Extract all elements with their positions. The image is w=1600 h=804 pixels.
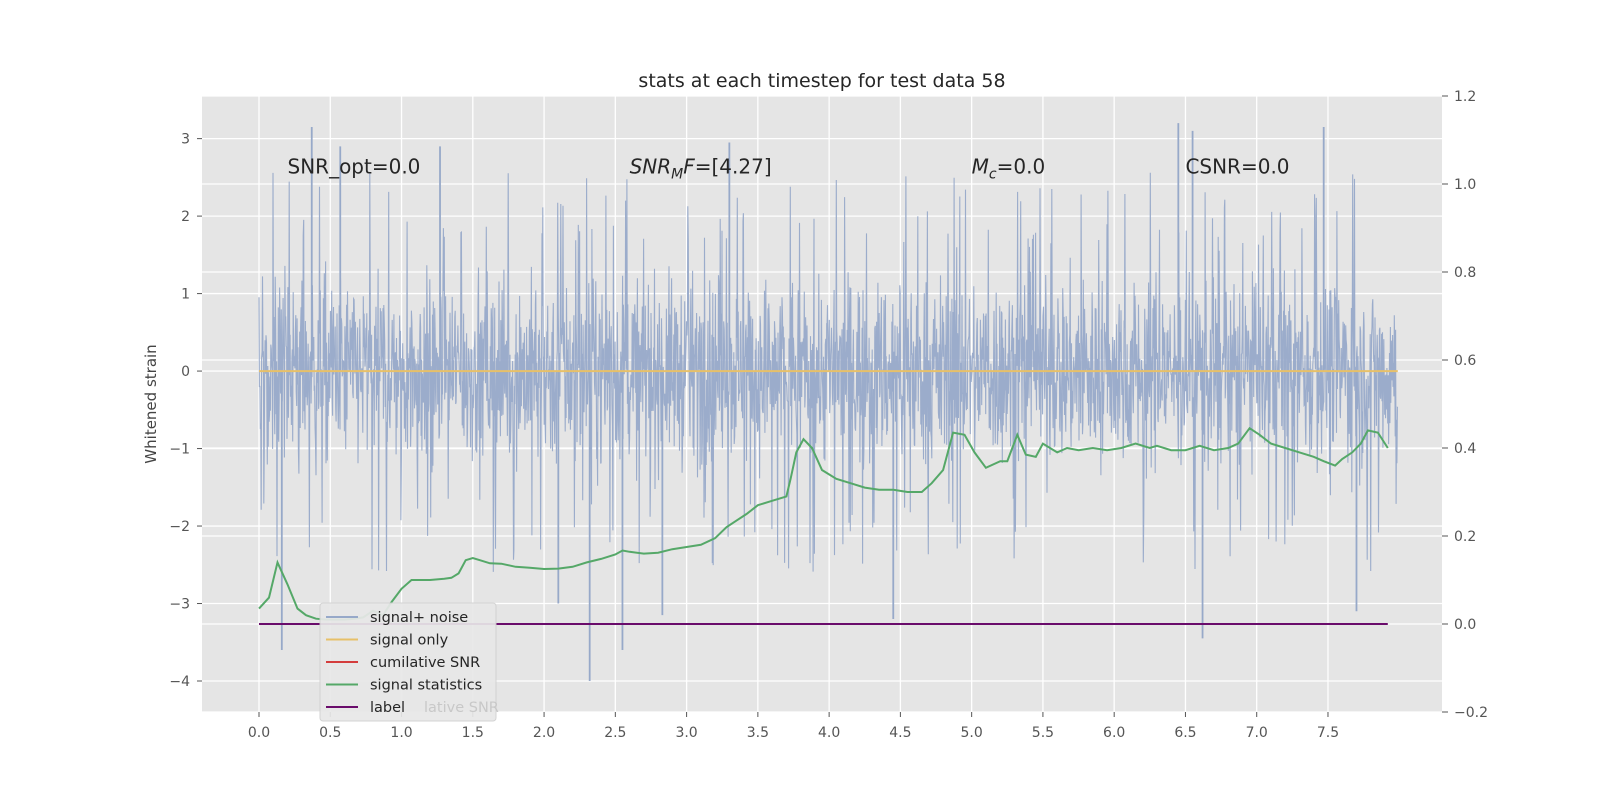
x-tick-label: 5.0 (961, 725, 983, 741)
x-tick-label: 2.5 (604, 725, 626, 741)
x-tick-label: 3.0 (675, 725, 697, 741)
y-axis-label: Whitened strain (142, 344, 160, 463)
y-tick-label: 0 (181, 364, 190, 380)
x-tick-label: 1.0 (390, 725, 412, 741)
x-tick-label: 6.5 (1174, 725, 1196, 741)
y-right-tick-label: 0.0 (1454, 617, 1476, 633)
x-tick-label: 1.5 (462, 725, 484, 741)
y-tick-label: −3 (169, 597, 190, 613)
annotation-text: SNR_opt=0.0 (288, 154, 421, 178)
legend-label: signal+ noise (370, 610, 468, 626)
signal-statistics-line (258, 426, 1389, 621)
x-tick-label: 0.0 (248, 725, 270, 741)
signal-noise-series (258, 123, 1399, 682)
y-tick-label: −4 (169, 674, 190, 690)
y-right-tick-label: 0.6 (1454, 353, 1476, 369)
y-right-tick-label: 0.8 (1454, 265, 1476, 281)
legend: signal+ noise signal only cumilative SNR si… (319, 602, 499, 722)
y-tick-label: −1 (169, 442, 190, 458)
x-tick-label: 6.0 (1103, 725, 1125, 741)
x-tick-label: 5.5 (1032, 725, 1054, 741)
x-tick-label: 7.5 (1317, 725, 1339, 741)
legend-label: label (370, 700, 405, 716)
y-tick-label: 1 (181, 287, 190, 303)
x-tick-label: 7.0 (1246, 725, 1268, 741)
x-tick-label: 2.0 (533, 725, 555, 741)
y-tick-label: −2 (169, 519, 190, 535)
y-right-tick-label: 1.2 (1454, 89, 1476, 105)
x-tick-label: 4.0 (818, 725, 840, 741)
annotation-text: Mc=0.0 (972, 154, 1046, 182)
y-right-tick-label: −0.2 (1454, 705, 1488, 721)
y-right-tick-label: 0.4 (1454, 441, 1476, 457)
legend-label: cumilative SNR (370, 655, 480, 671)
y-tick-label: 3 (181, 132, 190, 148)
chart-title: stats at each timestep for test data 58 (638, 70, 1005, 92)
legend-label: signal only (370, 633, 449, 649)
annotations: SNR_opt=0.0 SNRMF=[4.27] Mc=0.0 CSNR=0.0 (288, 154, 1290, 182)
y-right-tick-label: 1.0 (1454, 177, 1476, 193)
x-tick-label: 3.5 (747, 725, 769, 741)
x-tick-label: 0.5 (319, 725, 341, 741)
legend-overlap-text: lative SNR (424, 700, 499, 716)
axes: 0.0 0.5 1.0 1.5 2.0 2.5 3.0 3.5 4.0 4.5 5.0 5.5 6.0 6… (169, 89, 1488, 741)
annotation-text: CSNR=0.0 (1185, 154, 1289, 178)
legend-label: signal statistics (370, 678, 482, 694)
annotation-text: SNRMF=[4.27] (630, 154, 772, 182)
y-tick-label: 2 (181, 209, 190, 225)
y-right-tick-label: 0.2 (1454, 529, 1476, 545)
legend-box (319, 602, 497, 722)
x-tick-label: 4.5 (889, 725, 911, 741)
